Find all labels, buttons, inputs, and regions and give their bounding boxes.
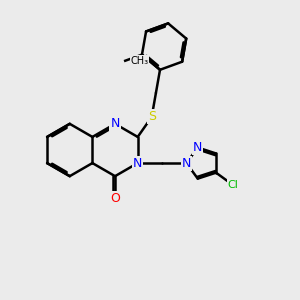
Text: S: S (148, 110, 156, 124)
Text: N: N (133, 157, 142, 169)
Text: O: O (110, 192, 120, 205)
Text: Cl: Cl (227, 180, 238, 190)
Text: N: N (193, 141, 203, 154)
Text: N: N (182, 157, 191, 169)
Text: CH₃: CH₃ (130, 56, 149, 66)
Text: N: N (110, 117, 120, 130)
